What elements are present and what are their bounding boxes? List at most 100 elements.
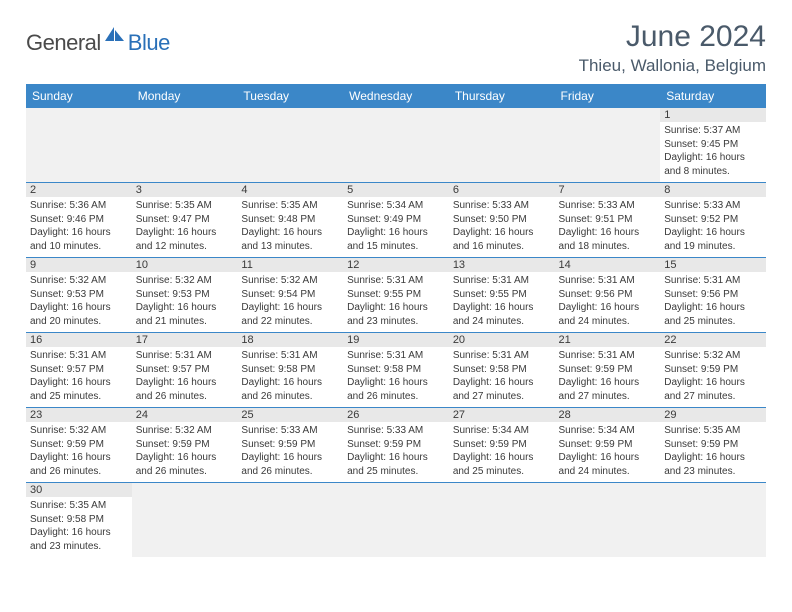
daylight-text-2: and 22 minutes. bbox=[241, 315, 339, 329]
daylight-text-1: Daylight: 16 hours bbox=[453, 226, 551, 240]
sunset-text: Sunset: 9:59 PM bbox=[136, 438, 234, 452]
empty-cell bbox=[660, 497, 766, 557]
daylight-text-2: and 20 minutes. bbox=[30, 315, 128, 329]
sunset-text: Sunset: 9:58 PM bbox=[453, 363, 551, 377]
sunset-text: Sunset: 9:56 PM bbox=[664, 288, 762, 302]
daylight-text-2: and 23 minutes. bbox=[347, 315, 445, 329]
daylight-text-2: and 26 minutes. bbox=[347, 390, 445, 404]
daylight-text-1: Daylight: 16 hours bbox=[559, 451, 657, 465]
sunrise-text: Sunrise: 5:31 AM bbox=[664, 274, 762, 288]
sunrise-text: Sunrise: 5:33 AM bbox=[559, 199, 657, 213]
day-number: 13 bbox=[449, 258, 555, 273]
daylight-text-1: Daylight: 16 hours bbox=[136, 226, 234, 240]
daylight-text-1: Daylight: 16 hours bbox=[559, 301, 657, 315]
day-number: 10 bbox=[132, 258, 238, 273]
day-cell: Sunrise: 5:31 AMSunset: 9:56 PMDaylight:… bbox=[555, 272, 661, 333]
sunrise-text: Sunrise: 5:31 AM bbox=[559, 349, 657, 363]
sunset-text: Sunset: 9:59 PM bbox=[664, 438, 762, 452]
day-cell: Sunrise: 5:33 AMSunset: 9:59 PMDaylight:… bbox=[237, 422, 343, 483]
day-number: 3 bbox=[132, 183, 238, 198]
day-detail-row: Sunrise: 5:36 AMSunset: 9:46 PMDaylight:… bbox=[26, 197, 766, 258]
sunrise-text: Sunrise: 5:34 AM bbox=[453, 424, 551, 438]
daylight-text-1: Daylight: 16 hours bbox=[453, 376, 551, 390]
day-number: 25 bbox=[237, 408, 343, 423]
day-number-row: 30 bbox=[26, 483, 766, 498]
daylight-text-2: and 12 minutes. bbox=[136, 240, 234, 254]
daylight-text-1: Daylight: 16 hours bbox=[30, 376, 128, 390]
daylight-text-2: and 26 minutes. bbox=[241, 465, 339, 479]
daylight-text-2: and 16 minutes. bbox=[453, 240, 551, 254]
day-cell: Sunrise: 5:31 AMSunset: 9:55 PMDaylight:… bbox=[449, 272, 555, 333]
daylight-text-2: and 21 minutes. bbox=[136, 315, 234, 329]
day-header-row: SundayMondayTuesdayWednesdayThursdayFrid… bbox=[26, 84, 766, 108]
day-number-row: 23242526272829 bbox=[26, 408, 766, 423]
sunset-text: Sunset: 9:51 PM bbox=[559, 213, 657, 227]
day-detail-row: Sunrise: 5:37 AMSunset: 9:45 PMDaylight:… bbox=[26, 122, 766, 183]
daylight-text-2: and 27 minutes. bbox=[453, 390, 551, 404]
day-cell: Sunrise: 5:33 AMSunset: 9:59 PMDaylight:… bbox=[343, 422, 449, 483]
day-number: 19 bbox=[343, 333, 449, 348]
empty-cell bbox=[449, 497, 555, 557]
day-number: 15 bbox=[660, 258, 766, 273]
day-header: Monday bbox=[132, 84, 238, 108]
sunset-text: Sunset: 9:48 PM bbox=[241, 213, 339, 227]
day-number: 30 bbox=[26, 483, 132, 498]
day-cell: Sunrise: 5:32 AMSunset: 9:54 PMDaylight:… bbox=[237, 272, 343, 333]
day-number: 6 bbox=[449, 183, 555, 198]
day-number: 14 bbox=[555, 258, 661, 273]
daylight-text-1: Daylight: 16 hours bbox=[559, 226, 657, 240]
title-block: June 2024 Thieu, Wallonia, Belgium bbox=[579, 20, 766, 76]
day-cell: Sunrise: 5:35 AMSunset: 9:47 PMDaylight:… bbox=[132, 197, 238, 258]
day-number: 4 bbox=[237, 183, 343, 198]
day-cell: Sunrise: 5:33 AMSunset: 9:50 PMDaylight:… bbox=[449, 197, 555, 258]
sunrise-text: Sunrise: 5:31 AM bbox=[347, 349, 445, 363]
daylight-text-1: Daylight: 16 hours bbox=[241, 376, 339, 390]
empty-cell bbox=[343, 108, 449, 122]
empty-cell bbox=[449, 122, 555, 183]
sunrise-text: Sunrise: 5:31 AM bbox=[241, 349, 339, 363]
day-number: 20 bbox=[449, 333, 555, 348]
sunset-text: Sunset: 9:58 PM bbox=[241, 363, 339, 377]
daylight-text-2: and 25 minutes. bbox=[664, 315, 762, 329]
day-number: 11 bbox=[237, 258, 343, 273]
sunrise-text: Sunrise: 5:32 AM bbox=[241, 274, 339, 288]
day-cell: Sunrise: 5:35 AMSunset: 9:59 PMDaylight:… bbox=[660, 422, 766, 483]
empty-cell bbox=[237, 497, 343, 557]
sunrise-text: Sunrise: 5:35 AM bbox=[30, 499, 128, 513]
sunrise-text: Sunrise: 5:33 AM bbox=[347, 424, 445, 438]
day-number: 22 bbox=[660, 333, 766, 348]
sunrise-text: Sunrise: 5:32 AM bbox=[664, 349, 762, 363]
day-detail-row: Sunrise: 5:32 AMSunset: 9:53 PMDaylight:… bbox=[26, 272, 766, 333]
sunset-text: Sunset: 9:59 PM bbox=[559, 438, 657, 452]
day-header: Thursday bbox=[449, 84, 555, 108]
empty-cell bbox=[449, 108, 555, 122]
sunrise-text: Sunrise: 5:31 AM bbox=[347, 274, 445, 288]
sunset-text: Sunset: 9:59 PM bbox=[453, 438, 551, 452]
daylight-text-1: Daylight: 16 hours bbox=[347, 226, 445, 240]
month-title: June 2024 bbox=[579, 20, 766, 54]
sunset-text: Sunset: 9:55 PM bbox=[347, 288, 445, 302]
empty-cell bbox=[132, 122, 238, 183]
daylight-text-1: Daylight: 16 hours bbox=[241, 301, 339, 315]
daylight-text-1: Daylight: 16 hours bbox=[664, 451, 762, 465]
daylight-text-1: Daylight: 16 hours bbox=[30, 451, 128, 465]
sunset-text: Sunset: 9:54 PM bbox=[241, 288, 339, 302]
day-number-row: 1 bbox=[26, 108, 766, 122]
day-number: 12 bbox=[343, 258, 449, 273]
sunset-text: Sunset: 9:58 PM bbox=[347, 363, 445, 377]
daylight-text-2: and 25 minutes. bbox=[453, 465, 551, 479]
sunset-text: Sunset: 9:56 PM bbox=[559, 288, 657, 302]
day-number: 9 bbox=[26, 258, 132, 273]
day-header: Tuesday bbox=[237, 84, 343, 108]
sunset-text: Sunset: 9:53 PM bbox=[136, 288, 234, 302]
empty-cell bbox=[132, 483, 238, 498]
empty-cell bbox=[237, 108, 343, 122]
day-number: 8 bbox=[660, 183, 766, 198]
daylight-text-2: and 25 minutes. bbox=[30, 390, 128, 404]
header: General Blue June 2024 Thieu, Wallonia, … bbox=[26, 20, 766, 76]
logo-text-blue: Blue bbox=[106, 30, 170, 56]
daylight-text-1: Daylight: 16 hours bbox=[664, 301, 762, 315]
sunrise-text: Sunrise: 5:32 AM bbox=[136, 274, 234, 288]
sunset-text: Sunset: 9:57 PM bbox=[30, 363, 128, 377]
day-cell: Sunrise: 5:31 AMSunset: 9:58 PMDaylight:… bbox=[449, 347, 555, 408]
